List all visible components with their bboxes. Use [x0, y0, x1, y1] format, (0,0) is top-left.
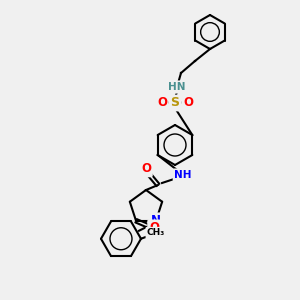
Text: CH₃: CH₃: [147, 228, 165, 237]
Text: NH: NH: [174, 170, 192, 180]
Text: O: O: [157, 95, 167, 109]
Text: N: N: [151, 214, 161, 227]
Text: O: O: [141, 163, 151, 176]
Text: O: O: [149, 221, 159, 234]
Text: HN: HN: [168, 82, 186, 92]
Text: S: S: [170, 97, 179, 110]
Text: O: O: [183, 95, 193, 109]
